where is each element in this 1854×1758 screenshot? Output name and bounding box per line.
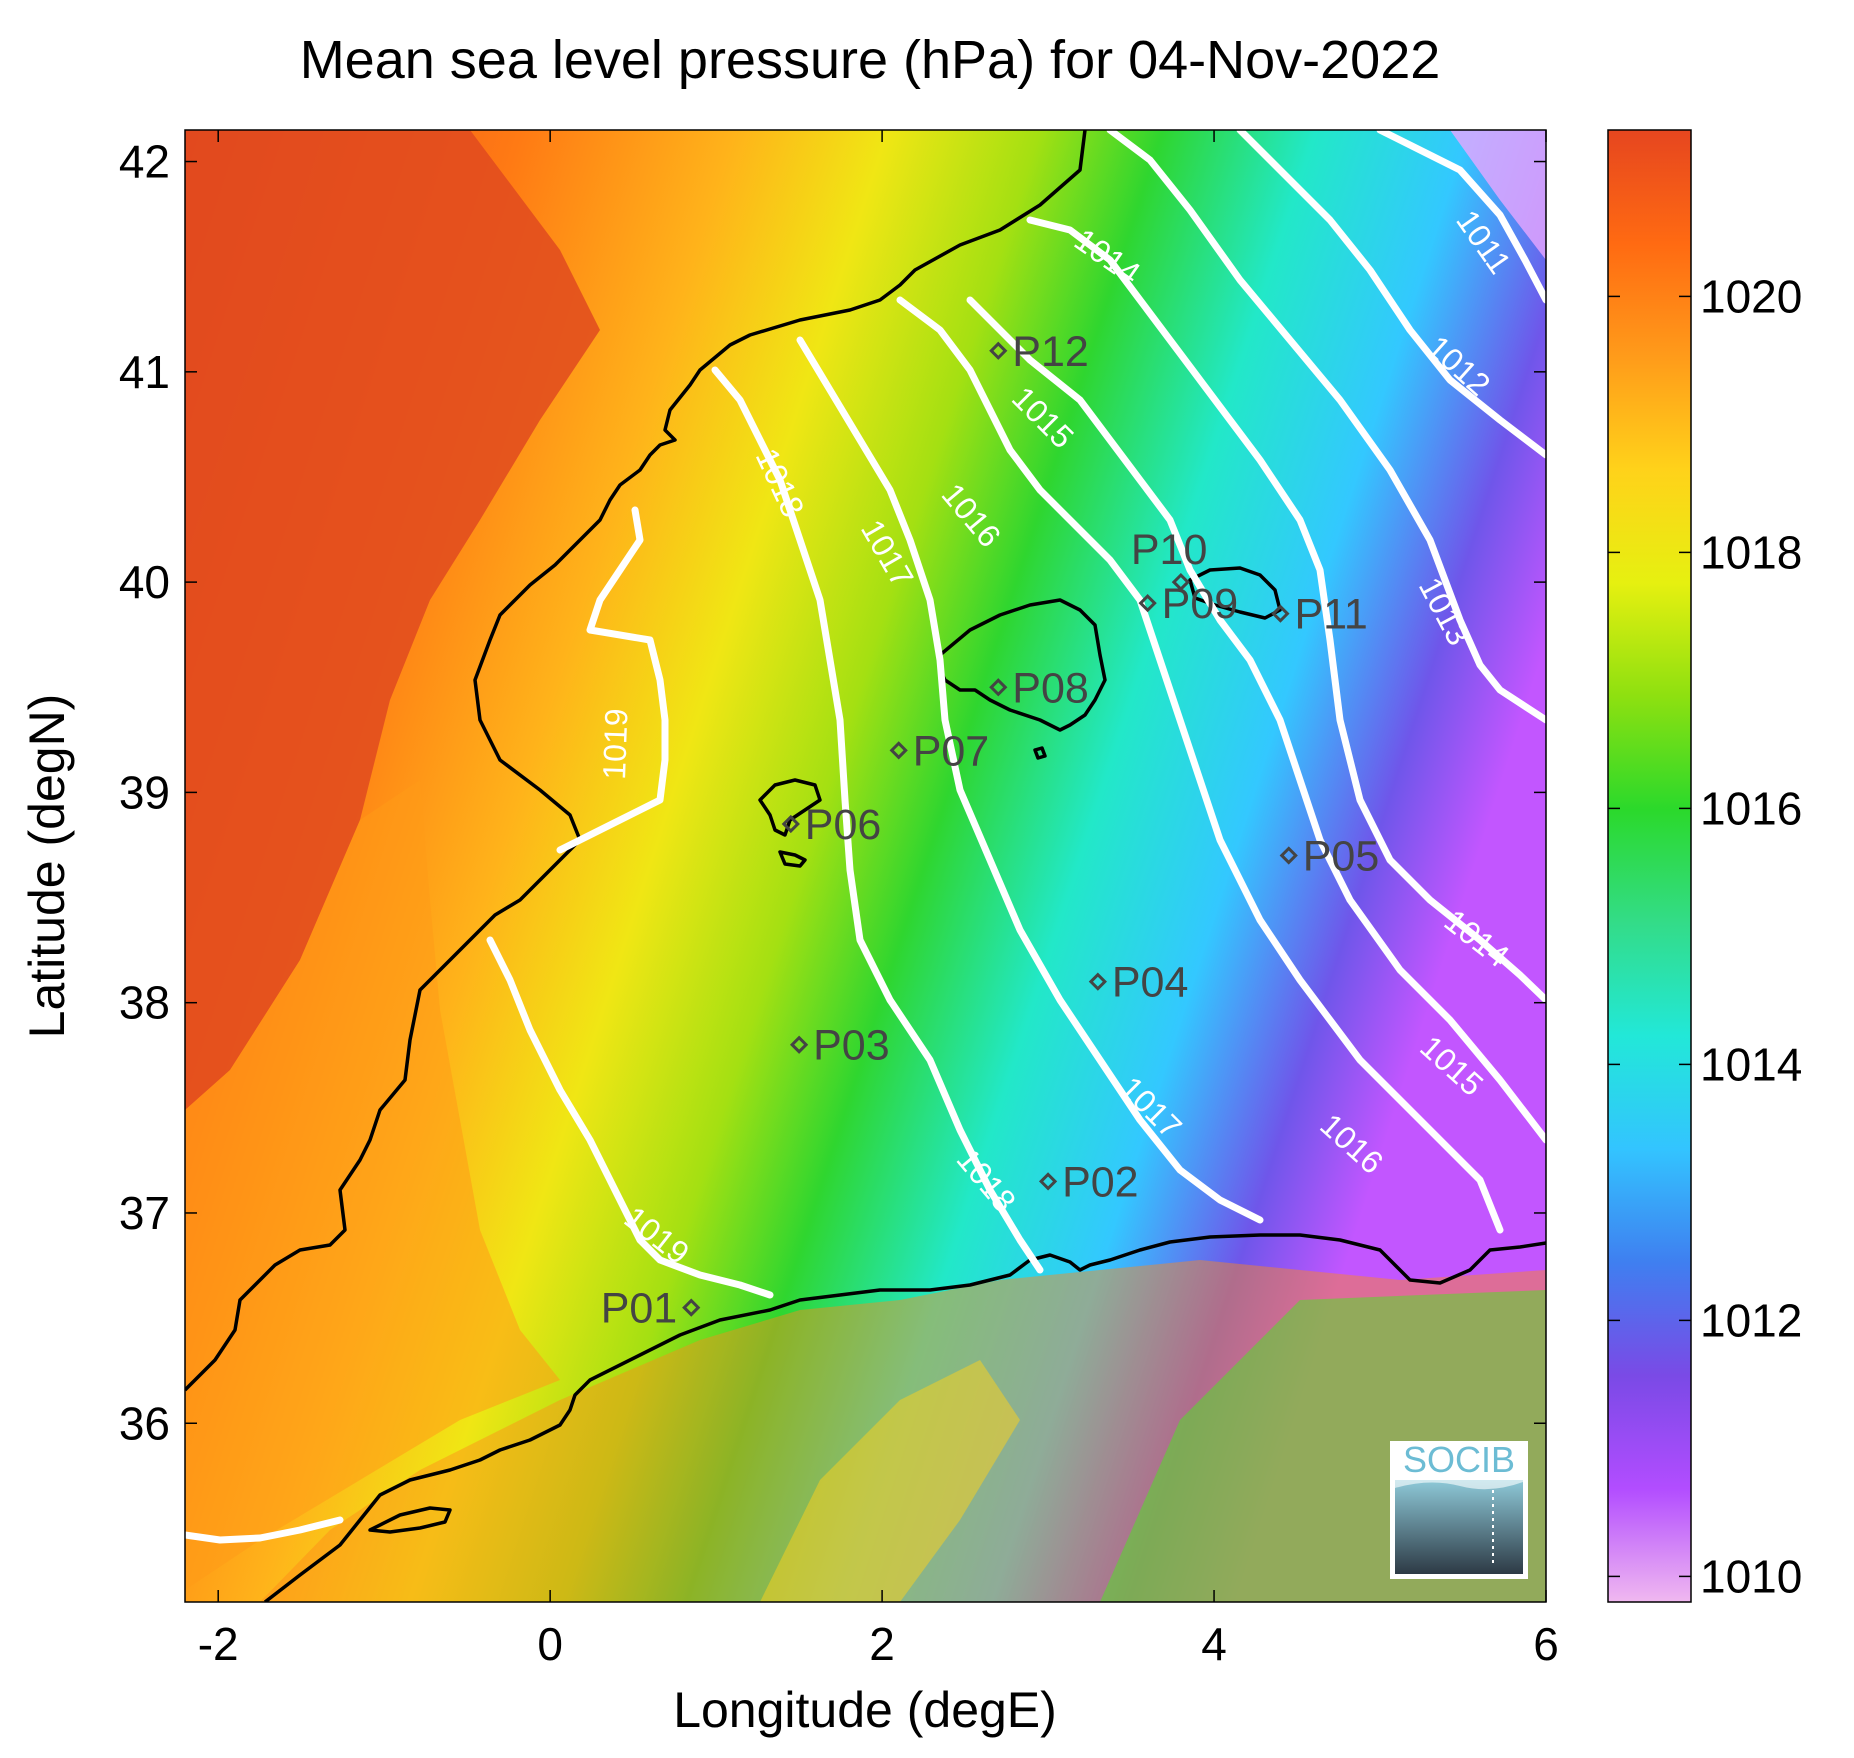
alboran-island-outline [368,1506,452,1534]
y-tick-label: 36 [119,1397,170,1449]
contour-1015 [966,296,1546,1144]
formentera-outline [778,850,807,868]
logo-text: SOCIB [1403,1439,1515,1480]
colorbar: 1010 1012 1014 1016 1018 1020 [1607,129,1802,1603]
contour-1016 [896,296,1504,1234]
colorbar-tick-label: 1010 [1700,1550,1802,1602]
y-tick-label: 42 [119,136,170,188]
contour-1017 [796,336,1264,1224]
station-label-p11: P11 [1294,591,1367,639]
contour-1019-south [486,936,774,1299]
contour-1018 [711,366,1044,1274]
y-tick-label: 38 [119,977,170,1029]
station-label-p03: P03 [813,1022,890,1070]
y-tick-label: 40 [119,556,170,608]
logo-wave-crest [1395,1480,1523,1490]
station-marker-p05 [1279,846,1298,865]
y-tick-label: 39 [119,766,170,818]
x-axis-ticks: -2 0 2 4 6 [198,130,1559,1670]
station-label-p09: P09 [1162,580,1239,628]
y-tick-label: 37 [119,1187,170,1239]
southeast-iberia-shade [185,780,560,1590]
station-marker-p02 [1038,1172,1058,1191]
contour-label-1019-north: 1019 [596,708,634,780]
colorbar-tick-label: 1018 [1700,526,1802,578]
contour-1012 [1236,130,1546,459]
colorbar-ticks: 1010 1012 1014 1016 1018 1020 [1608,270,1802,1602]
x-axis-title: Longitude (degE) [673,1682,1057,1738]
colorbar-tick-label: 1016 [1700,782,1802,834]
station-marker-p10 [1171,572,1190,592]
station-marker-p12 [989,341,1008,360]
contour-1014 [1026,216,1546,1004]
station-label-p10: P10 [1131,526,1208,574]
colorbar-tick-label: 1014 [1700,1038,1802,1090]
station-label-p07: P07 [913,727,990,775]
y-axis-title: Latitude (degN) [19,694,75,1039]
station-marker-p06 [781,814,800,834]
socib-logo: SOCIB [1390,1439,1528,1579]
figure-title: Mean sea level pressure (hPa) for 04-Nov… [300,30,1441,90]
cabrera-outline [1033,746,1047,760]
colorbar-tick-label: 1020 [1700,270,1802,322]
station-marker-p09 [1138,594,1157,613]
colorbar-scale [1607,129,1692,1603]
x-tick-label: 6 [1533,1618,1559,1670]
x-tick-label: -2 [198,1618,239,1670]
station-label-p02: P02 [1062,1158,1139,1206]
contour-1013 [1106,130,1546,724]
mallorca-outline [938,598,1107,732]
africa-yellow-shade [760,1360,1020,1602]
plot-area: 1011 1012 1013 1014 1014 1015 1015 1016 … [185,130,1546,1602]
iberia-coastline [185,130,1087,1392]
colorbar-tick-label: 1012 [1700,1294,1802,1346]
station-label-p01: P01 [601,1285,678,1333]
logo-wave [1395,1480,1523,1574]
station-label-p12: P12 [1012,328,1089,376]
contour-1019-north [556,506,669,854]
iberia-land-shade [185,130,600,1110]
north-africa-coastline [263,1233,1546,1602]
station-marker-p08 [989,678,1008,697]
station-marker-p01 [682,1298,701,1317]
station-label-p05: P05 [1303,832,1380,880]
station-label-p06: P06 [805,801,882,849]
x-tick-label: 2 [869,1618,895,1670]
x-tick-label: 0 [537,1618,563,1670]
stations-layer: P01 P02 P03 P04 P05 P06 P07 P08 P09 P10 P11 P12 [601,328,1380,1333]
plot-frame [184,129,1547,1603]
station-marker-p11 [1271,604,1290,623]
station-label-p08: P08 [1012,664,1089,712]
ibiza-outline [758,778,822,837]
station-marker-p07 [889,741,908,760]
y-axis-ticks: 36 37 38 39 40 41 42 [119,136,1546,1449]
y-tick-label: 41 [119,346,170,398]
station-marker-p03 [789,1035,809,1054]
station-label-p04: P04 [1112,959,1189,1007]
contour-1019-africa [185,1516,344,1544]
x-tick-label: 4 [1201,1618,1227,1670]
low-pressure-shade [1450,130,1546,260]
contour-1011 [1376,130,1546,304]
station-marker-p04 [1088,972,1107,991]
